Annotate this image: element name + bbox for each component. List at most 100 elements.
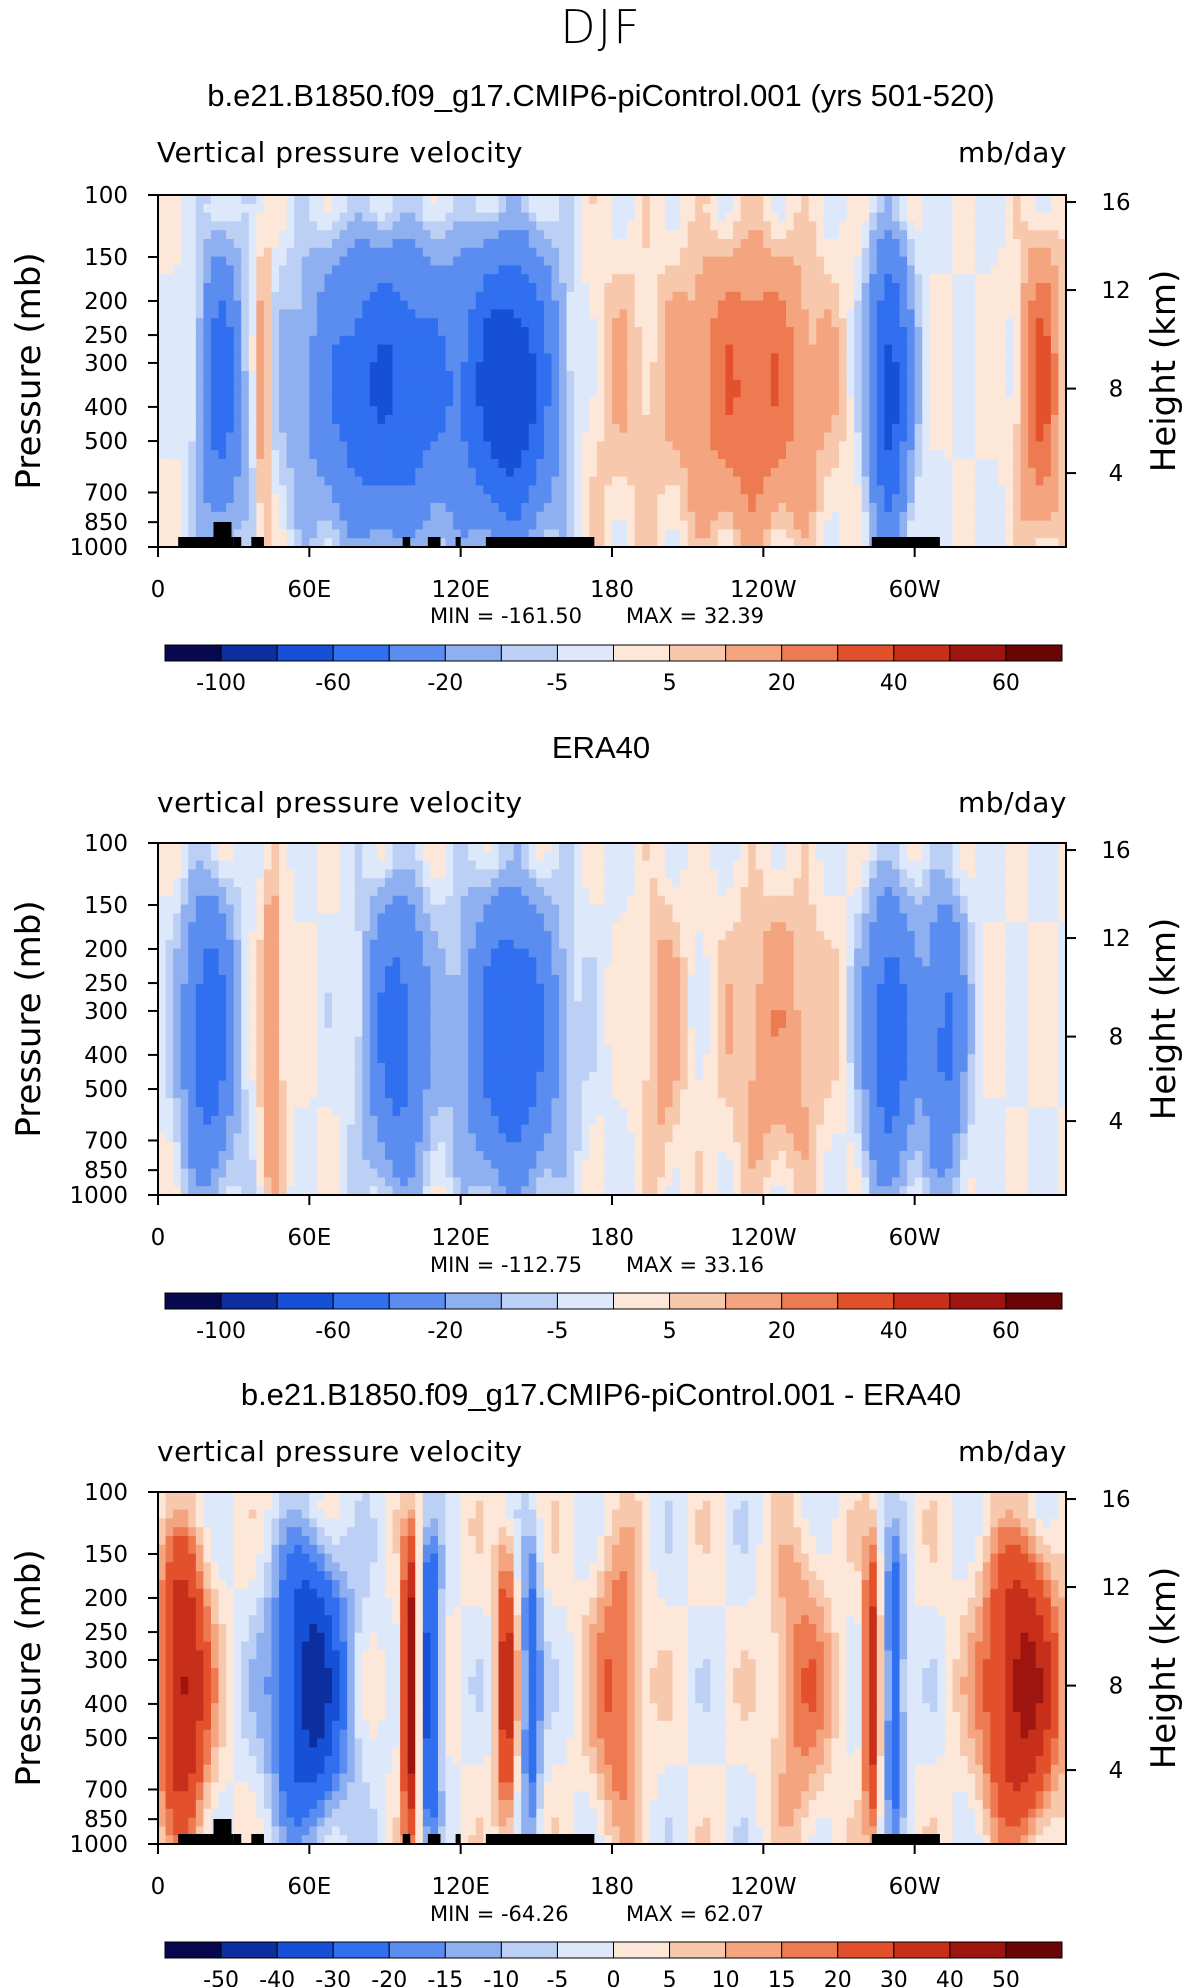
- contour-cell: [733, 520, 742, 530]
- contour-cell: [279, 476, 288, 486]
- contour-cell: [210, 221, 220, 231]
- contour-cell: [710, 494, 719, 504]
- contour-cell: [952, 388, 961, 398]
- contour-cell: [1028, 344, 1037, 354]
- contour-cell: [422, 432, 431, 442]
- contour-cell: [1005, 318, 1014, 328]
- contour-cell: [1028, 283, 1037, 293]
- contour-cell: [165, 230, 174, 240]
- contour-cell: [210, 476, 220, 486]
- contour-cell: [589, 397, 598, 407]
- contour-cell: [778, 441, 787, 451]
- contour-cell: [165, 1089, 174, 1099]
- colorbar-box: [500, 644, 558, 662]
- contour-cell: [634, 371, 643, 381]
- contour-cell: [400, 203, 409, 214]
- contour-cell: [846, 283, 855, 293]
- contour-cell: [210, 511, 220, 522]
- contour-cell: [468, 485, 477, 495]
- contour-cell: [604, 529, 613, 539]
- contour-cell: [551, 441, 560, 451]
- contour-cell: [218, 485, 227, 495]
- contour-cell: [960, 397, 969, 407]
- contour-cell: [226, 441, 235, 451]
- contour-cell: [975, 503, 984, 513]
- contour-cell: [990, 230, 999, 240]
- contour-cell: [642, 441, 651, 451]
- contour-cell: [158, 274, 167, 284]
- contour-cell: [339, 406, 348, 416]
- contour-cell: [1013, 503, 1022, 513]
- contour-cell: [1020, 265, 1029, 275]
- contour-cell: [483, 335, 492, 346]
- contour-cell: [309, 239, 318, 249]
- contour-cell: [982, 283, 991, 293]
- contour-cell: [195, 423, 204, 434]
- contour-cell: [301, 459, 310, 469]
- contour-cell: [430, 432, 439, 442]
- contour-cell: [173, 450, 182, 460]
- contour-cell: [256, 503, 265, 513]
- contour-cell: [574, 335, 583, 346]
- contour-cell: [286, 485, 295, 495]
- contour-cell: [823, 503, 833, 513]
- contour-cell: [748, 538, 757, 548]
- contour-cell: [218, 379, 227, 390]
- contour-cell: [392, 362, 401, 372]
- contour-cell: [248, 247, 257, 258]
- contour-cell: [596, 450, 606, 460]
- contour-cell: [823, 538, 833, 548]
- contour-cell: [165, 1168, 174, 1178]
- contour-cell: [876, 309, 885, 319]
- contour-cell: [506, 203, 515, 214]
- contour-cell: [1005, 538, 1014, 548]
- contour-cell: [854, 309, 863, 319]
- contour-cell: [627, 309, 636, 319]
- contour-cell: [1028, 494, 1037, 504]
- contour-cell: [453, 459, 462, 469]
- contour-cell: [967, 221, 976, 231]
- contour-cell: [369, 529, 379, 539]
- contour-cell: [385, 283, 394, 293]
- contour-cell: [922, 450, 931, 460]
- contour-cell: [657, 406, 666, 416]
- contour-cell: [490, 415, 500, 425]
- contour-cell: [369, 441, 379, 451]
- contour-cell: [180, 423, 189, 434]
- contour-cell: [309, 344, 318, 354]
- contour-cell: [430, 362, 439, 372]
- contour-cell: [506, 388, 515, 398]
- contour-cell: [354, 529, 363, 539]
- contour-cell: [279, 335, 288, 346]
- contour-cell: [687, 476, 696, 486]
- contour-cell: [173, 379, 182, 390]
- contour-cell: [839, 309, 848, 319]
- contour-cell: [748, 406, 757, 416]
- contour-cell: [680, 529, 689, 539]
- contour-cell: [233, 344, 242, 354]
- contour-cell: [226, 397, 235, 407]
- contour-cell: [173, 948, 182, 958]
- contour-cell: [899, 300, 908, 310]
- contour-cell: [755, 291, 764, 302]
- contour-cell: [513, 274, 522, 284]
- contour-cell: [173, 476, 182, 486]
- colorbar-box: [276, 644, 334, 662]
- contour-cell: [695, 274, 704, 284]
- contour-cell: [407, 529, 416, 539]
- contour-cell: [301, 335, 310, 346]
- contour-cell: [929, 221, 938, 231]
- contour-cell: [997, 485, 1007, 495]
- contour-cell: [786, 256, 795, 266]
- contour-cell: [354, 459, 363, 469]
- contour-cell: [332, 291, 341, 302]
- contour-cell: [173, 1080, 182, 1090]
- contour-cell: [793, 203, 802, 214]
- contour-cell: [513, 362, 522, 372]
- contour-cell: [158, 1186, 167, 1196]
- contour-cell: [861, 538, 870, 548]
- contour-cell: [1035, 494, 1044, 504]
- contour-cell: [914, 362, 923, 372]
- contour-cell: [1050, 291, 1060, 302]
- contour-cell: [400, 415, 409, 425]
